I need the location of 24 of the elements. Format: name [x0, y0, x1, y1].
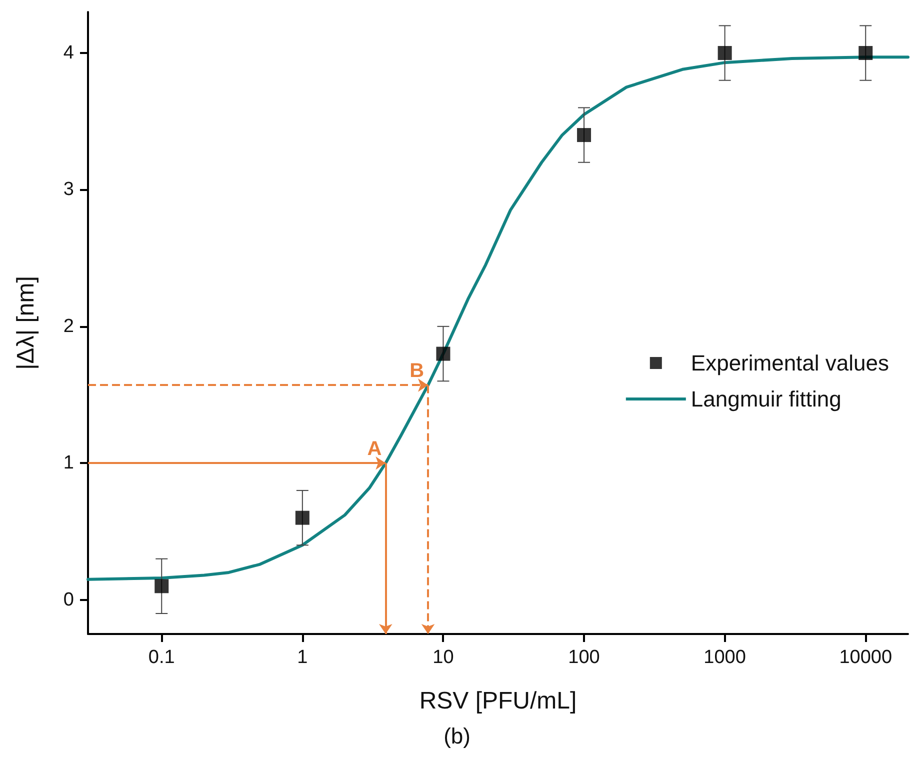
y-axis-title: |Δλ| [nm]	[12, 276, 40, 370]
point	[718, 46, 732, 60]
x-tick-label: 10	[432, 647, 454, 668]
legend-label: Langmuir fitting	[690, 386, 842, 412]
y-tick-label: 4	[63, 42, 74, 64]
x-tick-label: 0.1	[148, 647, 175, 668]
x-tick-label: 100	[568, 647, 600, 668]
x-tick-label: 1	[297, 647, 308, 668]
y-tick-label: 1	[63, 452, 74, 474]
x-tick-label: 1000	[704, 647, 746, 668]
point	[295, 510, 310, 525]
point	[577, 128, 592, 142]
y-tick-label: 3	[63, 179, 74, 200]
point	[436, 346, 450, 361]
legend-label: Experimental values	[690, 350, 890, 376]
y-tick-label: 2	[63, 316, 74, 337]
y-tick-label: 0	[63, 589, 74, 610]
x-axis-title: RSV [PFU/mL]	[419, 688, 577, 714]
point	[154, 579, 169, 594]
x-tick-label: 10000	[839, 647, 892, 668]
text: (b)	[444, 724, 470, 748]
annotation: A	[367, 438, 382, 460]
annotation: B	[410, 360, 424, 382]
point	[858, 46, 873, 60]
